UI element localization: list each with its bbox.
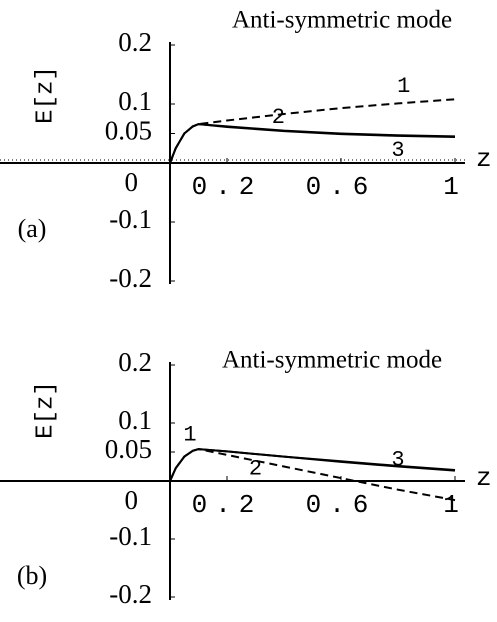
series-line	[169, 123, 456, 164]
curve-label: 2	[272, 105, 285, 130]
y-tick-label: 0.1	[118, 405, 152, 435]
x-tick-label: 0.2	[192, 490, 263, 520]
y-tick-label: -0.1	[109, 204, 152, 234]
y-tick-label: 0.2	[118, 347, 152, 377]
series-line	[169, 448, 456, 482]
curve-label: 2	[249, 457, 262, 482]
chart-title: Anti-symmetric mode	[222, 347, 442, 374]
curve-label: 1	[397, 74, 410, 99]
y-tick-label: -0.1	[109, 521, 152, 551]
curve-label: 3	[391, 138, 404, 163]
series-line	[169, 448, 456, 502]
y-tick-label: 0.2	[118, 27, 152, 57]
x-tick-label: 0.6	[306, 172, 377, 202]
y-tick-label: 0.1	[118, 86, 152, 116]
x-tick-label: 0.6	[306, 490, 377, 520]
panel-label: (a)	[18, 214, 47, 243]
series-line	[169, 98, 456, 164]
chart-title: Anti-symmetric mode	[232, 7, 452, 34]
y-axis-label: E[z]	[32, 381, 59, 439]
y-tick-label: 0	[125, 167, 139, 197]
y-tick-label: 0.05	[105, 434, 152, 464]
y-tick-label: -0.2	[109, 579, 152, 609]
y-tick-label: 0	[125, 485, 139, 515]
x-axis-label: z	[476, 144, 492, 174]
series-line	[169, 123, 456, 164]
x-tick-label: 1	[443, 172, 467, 202]
y-tick-label: -0.2	[109, 263, 152, 293]
curve-label: 1	[183, 422, 196, 447]
y-tick-label: 0.05	[105, 116, 152, 146]
series-line	[169, 448, 456, 482]
curve-label: 3	[391, 447, 404, 472]
x-axis-label: z	[476, 463, 492, 493]
x-tick-label: 0.2	[192, 172, 263, 202]
y-axis-label: E[z]	[32, 66, 59, 124]
panel-label: (b)	[17, 561, 47, 590]
x-tick-label: 1	[443, 490, 467, 520]
